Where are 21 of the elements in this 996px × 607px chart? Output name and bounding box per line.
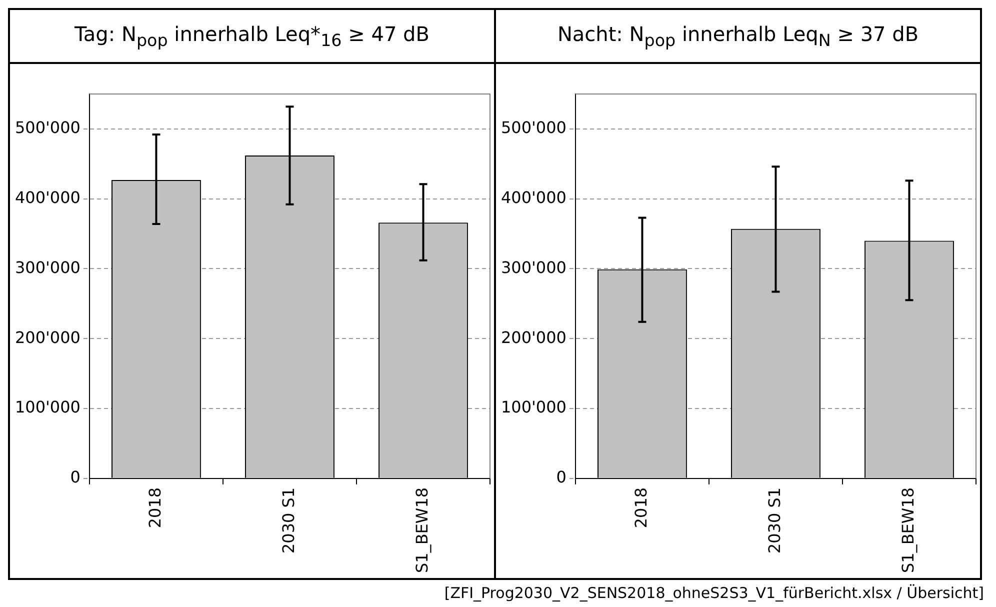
x-tick-label: 2018 xyxy=(145,487,164,528)
chart-title: Tag: N$_{pop}$ innerhalb Leq*$_{16}$ ≥ 47 dB xyxy=(74,22,430,50)
x-tick-label: S1_BEW18 xyxy=(898,487,918,574)
y-tick-label: 400'000 xyxy=(500,188,566,207)
chart-title: Nacht: N$_{pop}$ innerhalb Leq$_{N}$ ≥ 37 dB xyxy=(557,22,919,50)
y-tick-label: 300'000 xyxy=(500,258,566,277)
y-tick-label: 0 xyxy=(70,468,80,487)
y-tick-label: 200'000 xyxy=(500,328,566,347)
x-tick-label: S1_BEW18 xyxy=(412,487,432,574)
y-tick-label: 300'000 xyxy=(14,258,80,277)
y-tick-label: 400'000 xyxy=(14,188,80,207)
x-tick-label: 2030 S1 xyxy=(278,487,298,554)
y-tick-label: 100'000 xyxy=(14,398,80,417)
y-tick-label: 500'000 xyxy=(14,118,80,138)
y-tick-label: 100'000 xyxy=(500,398,566,417)
y-tick-label: 0 xyxy=(556,468,566,487)
y-tick-label: 500'000 xyxy=(500,118,566,138)
y-tick-label: 200'000 xyxy=(14,328,80,347)
x-tick-label: 2018 xyxy=(631,487,650,528)
text: [ZFI_Prog2030_V2_SENS2018_ohneS2S3_V1_fürBericht.xlsx / Übersicht] xyxy=(443,584,984,602)
x-tick-label: 2030 S1 xyxy=(764,487,784,554)
